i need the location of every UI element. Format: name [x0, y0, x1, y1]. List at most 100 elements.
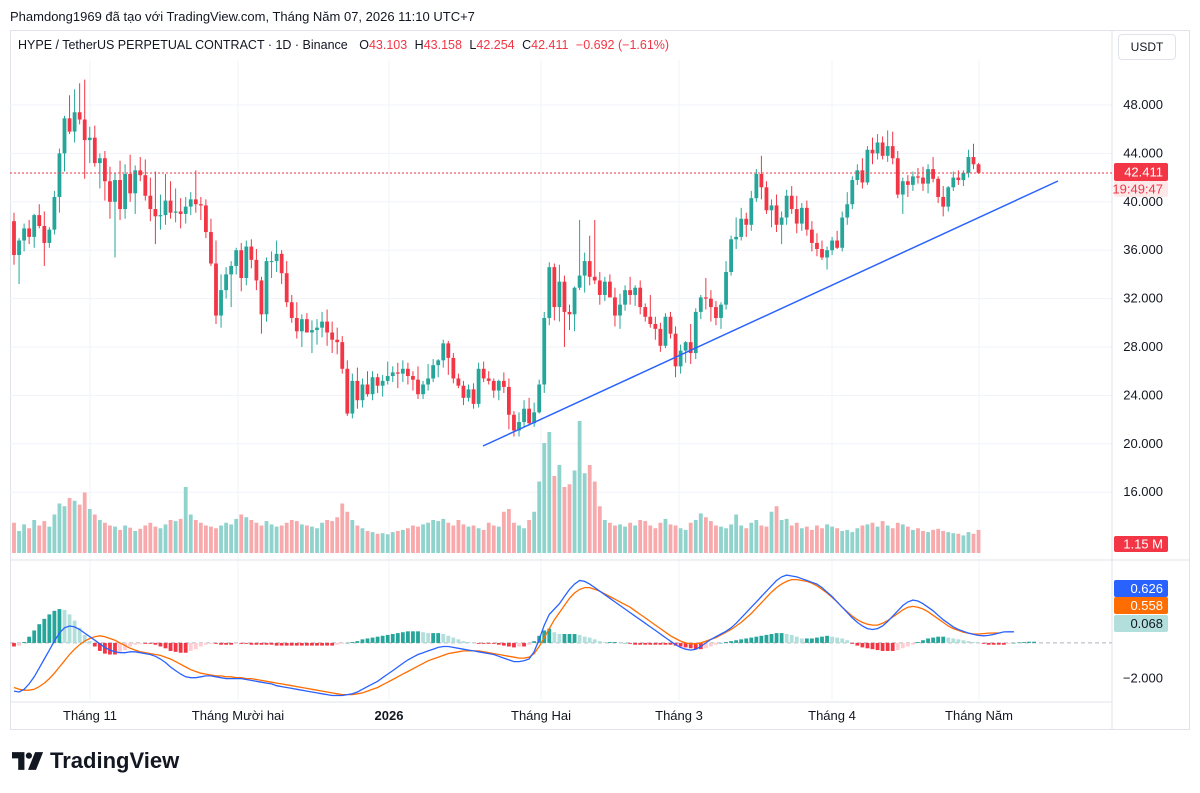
volume-bar [239, 514, 244, 553]
tradingview-logo[interactable]: TradingView [12, 748, 179, 774]
macd-histogram-bar [572, 634, 577, 643]
candle-body [618, 304, 622, 316]
candle-body [370, 377, 375, 395]
macd-histogram-bar [103, 642, 107, 654]
macd-histogram-bar [481, 642, 486, 644]
candle-body [269, 261, 274, 263]
volume-bars [12, 421, 981, 553]
macd-histogram-bar [860, 642, 865, 648]
candle-body [820, 248, 824, 258]
volume-bar [774, 506, 779, 553]
macd-histogram-bar [986, 642, 991, 645]
macd-histogram-bar [335, 642, 340, 645]
volume-bar [385, 534, 390, 553]
macd-histogram-bar [966, 641, 971, 643]
macd-histogram-bar [1022, 642, 1026, 643]
candle-body [67, 118, 72, 132]
volume-bar [123, 525, 127, 553]
candle-body [835, 240, 840, 248]
volume-bar [461, 524, 466, 553]
macd-histogram-bar [143, 642, 148, 644]
volume-bar [370, 532, 375, 553]
macd-histogram-bar [426, 633, 430, 643]
volume-bar [714, 525, 718, 553]
time-tick-label: Tháng Mười hai [192, 708, 284, 723]
macd-histogram-bar [148, 642, 153, 644]
candle-body [87, 137, 92, 141]
volume-bar [719, 526, 723, 553]
macd-histogram-bar [643, 642, 648, 645]
price-axis: 48.000 44.000 40.000 36.000 32.000 28.000 24.0… [1123, 97, 1163, 499]
price-tick-label: 40.000 [1123, 194, 1163, 209]
chart-frame[interactable] [10, 30, 1190, 730]
chart-caption: Phamdong1969 đã tạo với TradingView.com,… [10, 9, 475, 24]
volume-bar [673, 525, 678, 553]
candle-body [188, 199, 193, 207]
currency-unit-button[interactable]: USDT [1118, 34, 1176, 60]
volume-bar [244, 517, 249, 553]
macd-histogram-bar [900, 642, 905, 649]
volume-bar [249, 520, 254, 553]
macd-histogram-bar [936, 636, 941, 643]
macd-histogram-bar [72, 620, 77, 643]
macd-histogram-bar [870, 642, 875, 650]
candle-body [138, 170, 143, 176]
volume-bar [532, 511, 537, 553]
macd-histogram-bar [234, 642, 239, 644]
macd-histogram-bar [406, 631, 410, 643]
candle-body [976, 164, 981, 173]
volume-bar [289, 520, 294, 553]
macd-histogram-bar [27, 636, 32, 643]
macd-histogram-bar [441, 634, 446, 643]
volume-bar [885, 525, 890, 553]
macd-histogram-bar [507, 642, 511, 647]
candle-body [840, 217, 845, 248]
volume-bar [693, 520, 698, 553]
volume-bar [971, 533, 976, 553]
macd-histogram-bar [1027, 641, 1031, 643]
candle-body [204, 205, 208, 233]
volume-bar [542, 443, 547, 553]
macd-histogram-bar [330, 642, 335, 646]
open-label: O [359, 38, 369, 52]
volume-bar [411, 525, 415, 553]
volume-bar [320, 522, 324, 553]
macd-histogram-bar [224, 642, 228, 645]
volume-bar [259, 525, 264, 553]
volume-bar [724, 528, 728, 553]
candle-body [335, 339, 340, 343]
macd-histogram-bar [744, 638, 749, 643]
macd-histogram-bar [613, 642, 617, 643]
volume-bar [941, 531, 946, 553]
macd-histogram-bar [249, 642, 254, 645]
volume-bar [22, 524, 26, 553]
candle-body [895, 158, 900, 195]
volume-bar [92, 514, 97, 553]
candle-body [82, 119, 87, 141]
volume-bar [870, 522, 875, 553]
candle-body [436, 360, 441, 366]
macd-histogram-bar [254, 642, 259, 645]
volume-bar [764, 526, 769, 553]
time-tick-label: Tháng 11 [63, 708, 117, 723]
volume-bar [305, 525, 309, 553]
macd-histogram-bar [158, 642, 163, 647]
volume-bar [390, 532, 395, 553]
volume-bar [880, 521, 885, 553]
candle-body [744, 218, 749, 225]
macd-histogram-bar [976, 642, 981, 644]
change-value: −0.692 (−1.61%) [575, 38, 670, 52]
volume-bar [37, 525, 42, 553]
macd-histogram-bar [926, 638, 930, 643]
candle-body [400, 368, 405, 374]
volume-bar [552, 476, 557, 553]
macd-histogram-bar [421, 632, 425, 643]
macd-histogram-bar [289, 642, 294, 646]
candle-body [890, 146, 895, 159]
candle-body [825, 250, 829, 258]
macd-histogram-bar [471, 642, 476, 644]
macd-histogram-bar [602, 642, 607, 643]
macd-histogram-bar [264, 642, 269, 645]
macd-histogram-bar [623, 642, 627, 644]
